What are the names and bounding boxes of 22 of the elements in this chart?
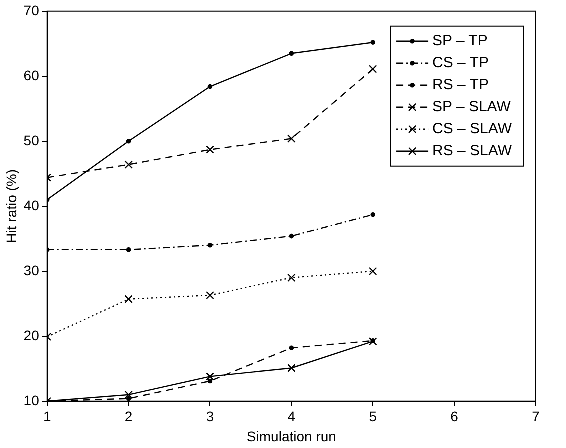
x-tick-label: 2 (124, 408, 133, 425)
x-tick-label: 6 (450, 408, 459, 425)
legend-label: RS – TP (432, 76, 489, 94)
legend-label: SP – SLAW (432, 98, 512, 116)
legend-label: CS – SLAW (432, 120, 513, 138)
y-axis-title: Hit ratio (%) (3, 169, 20, 244)
legend-label: SP – TP (432, 32, 488, 50)
legend-label: RS – SLAW (432, 142, 513, 160)
x-tick-label: 5 (369, 408, 378, 425)
legend-label: CS – TP (432, 54, 489, 72)
x-tick-label: 3 (206, 408, 214, 425)
x-tick-label: 7 (532, 408, 540, 425)
y-tick-label: 60 (24, 67, 40, 84)
y-tick-label: 20 (24, 327, 40, 344)
y-tick-label: 10 (24, 392, 40, 408)
y-tick-label: 30 (24, 262, 40, 278)
y-tick-label: 40 (24, 197, 40, 214)
x-tick-label: 4 (288, 408, 296, 425)
x-axis-title: Simulation run (246, 428, 336, 444)
y-tick-label: 50 (24, 132, 40, 148)
x-tick-label: 1 (43, 408, 52, 425)
y-tick-label: 70 (24, 2, 40, 18)
